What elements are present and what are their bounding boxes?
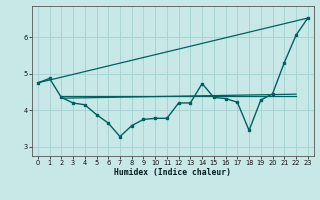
X-axis label: Humidex (Indice chaleur): Humidex (Indice chaleur) <box>114 168 231 177</box>
